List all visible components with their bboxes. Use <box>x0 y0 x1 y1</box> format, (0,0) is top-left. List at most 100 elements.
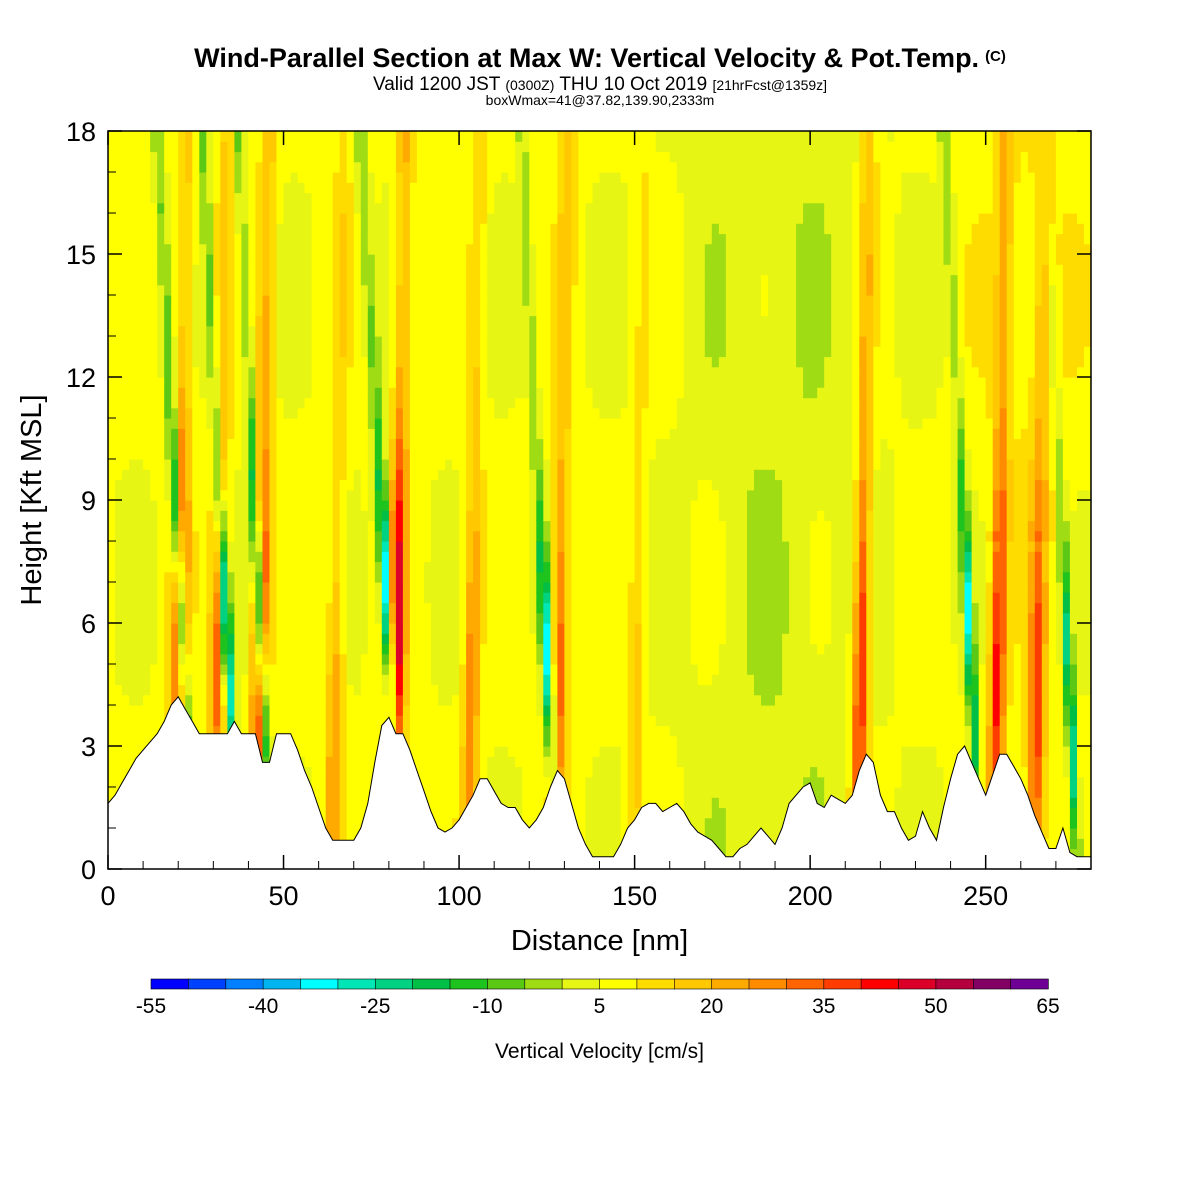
w-cell <box>262 397 271 409</box>
w-cell <box>220 571 228 583</box>
w-cell <box>473 469 481 481</box>
w-cell <box>353 643 362 655</box>
w-cell <box>452 459 460 470</box>
w-cell <box>283 141 292 153</box>
w-cell <box>494 766 502 778</box>
w-cell <box>466 694 474 706</box>
w-cell <box>473 643 481 655</box>
w-cell <box>283 653 292 665</box>
w-cell <box>129 418 137 429</box>
w-cell <box>325 766 334 778</box>
w-cell <box>445 756 453 768</box>
w-cell <box>409 459 418 470</box>
w-cell <box>445 571 453 583</box>
w-cell <box>360 131 369 142</box>
w-cell <box>367 623 376 634</box>
w-cell <box>339 725 348 737</box>
w-cell <box>431 356 439 368</box>
w-cell <box>585 807 594 819</box>
w-cell <box>381 510 390 522</box>
w-cell <box>220 295 228 306</box>
w-cell <box>290 705 299 716</box>
w-cell <box>452 141 460 153</box>
w-cell <box>108 530 116 542</box>
w-cell <box>115 295 123 306</box>
w-cell <box>283 336 292 347</box>
w-cell <box>424 223 432 235</box>
w-cell <box>550 551 558 563</box>
w-cell <box>522 243 530 255</box>
w-cell <box>508 551 516 563</box>
w-cell <box>431 325 439 337</box>
w-cell <box>466 592 474 604</box>
w-cell <box>227 715 235 727</box>
w-cell <box>248 264 256 276</box>
w-cell <box>241 448 249 460</box>
w-cell <box>388 459 397 470</box>
w-cell <box>508 530 516 542</box>
w-cell <box>241 612 249 624</box>
w-cell <box>241 694 249 706</box>
w-cell <box>171 582 179 593</box>
w-cell <box>395 346 404 358</box>
w-cell <box>269 582 278 593</box>
w-cell <box>360 766 369 778</box>
w-cell <box>192 151 200 163</box>
w-cell <box>522 233 530 245</box>
w-cell <box>578 602 586 614</box>
w-cell <box>269 571 278 583</box>
w-cell <box>115 315 123 327</box>
w-cell <box>157 438 165 450</box>
w-cell <box>262 213 271 224</box>
w-cell <box>473 131 481 142</box>
box-wmax-info: boxWmax=41@37.82,139.90,2333m <box>485 92 715 108</box>
w-cell <box>248 418 256 429</box>
w-cell <box>304 469 313 481</box>
w-cell <box>487 243 495 255</box>
w-cell <box>564 366 572 378</box>
w-cell <box>374 530 383 542</box>
w-cell <box>360 274 369 286</box>
w-cell <box>529 520 537 532</box>
w-cell <box>466 582 474 593</box>
w-cell <box>157 315 165 327</box>
w-cell <box>290 643 299 655</box>
w-cell <box>129 715 137 727</box>
w-cell <box>388 305 397 317</box>
w-cell <box>424 653 432 665</box>
w-cell <box>269 202 278 214</box>
w-cell <box>360 264 369 276</box>
w-cell <box>550 438 558 450</box>
w-cell <box>297 438 306 450</box>
w-cell <box>529 510 537 522</box>
w-cell <box>332 582 341 593</box>
w-cell <box>353 141 362 153</box>
w-cell <box>108 674 116 686</box>
w-cell <box>108 746 116 757</box>
w-cell <box>346 623 355 634</box>
w-cell <box>241 407 249 419</box>
w-cell <box>409 284 418 296</box>
w-cell <box>150 346 158 358</box>
w-cell <box>367 643 376 655</box>
w-cell <box>536 787 544 798</box>
w-cell <box>360 561 369 573</box>
w-cell <box>585 838 594 850</box>
w-cell <box>213 325 221 337</box>
w-cell <box>304 561 313 573</box>
w-cell <box>536 725 544 737</box>
w-cell <box>578 387 586 399</box>
w-cell <box>564 500 572 511</box>
w-cell <box>487 192 495 204</box>
w-cell <box>206 541 214 552</box>
w-cell <box>487 182 495 194</box>
w-cell <box>508 756 516 768</box>
w-cell <box>339 182 348 194</box>
w-cell <box>129 541 137 552</box>
w-cell <box>452 346 460 358</box>
w-cell <box>459 397 467 409</box>
w-cell <box>122 172 130 183</box>
w-cell <box>304 653 313 665</box>
w-cell <box>487 694 495 706</box>
w-cell <box>402 438 411 450</box>
